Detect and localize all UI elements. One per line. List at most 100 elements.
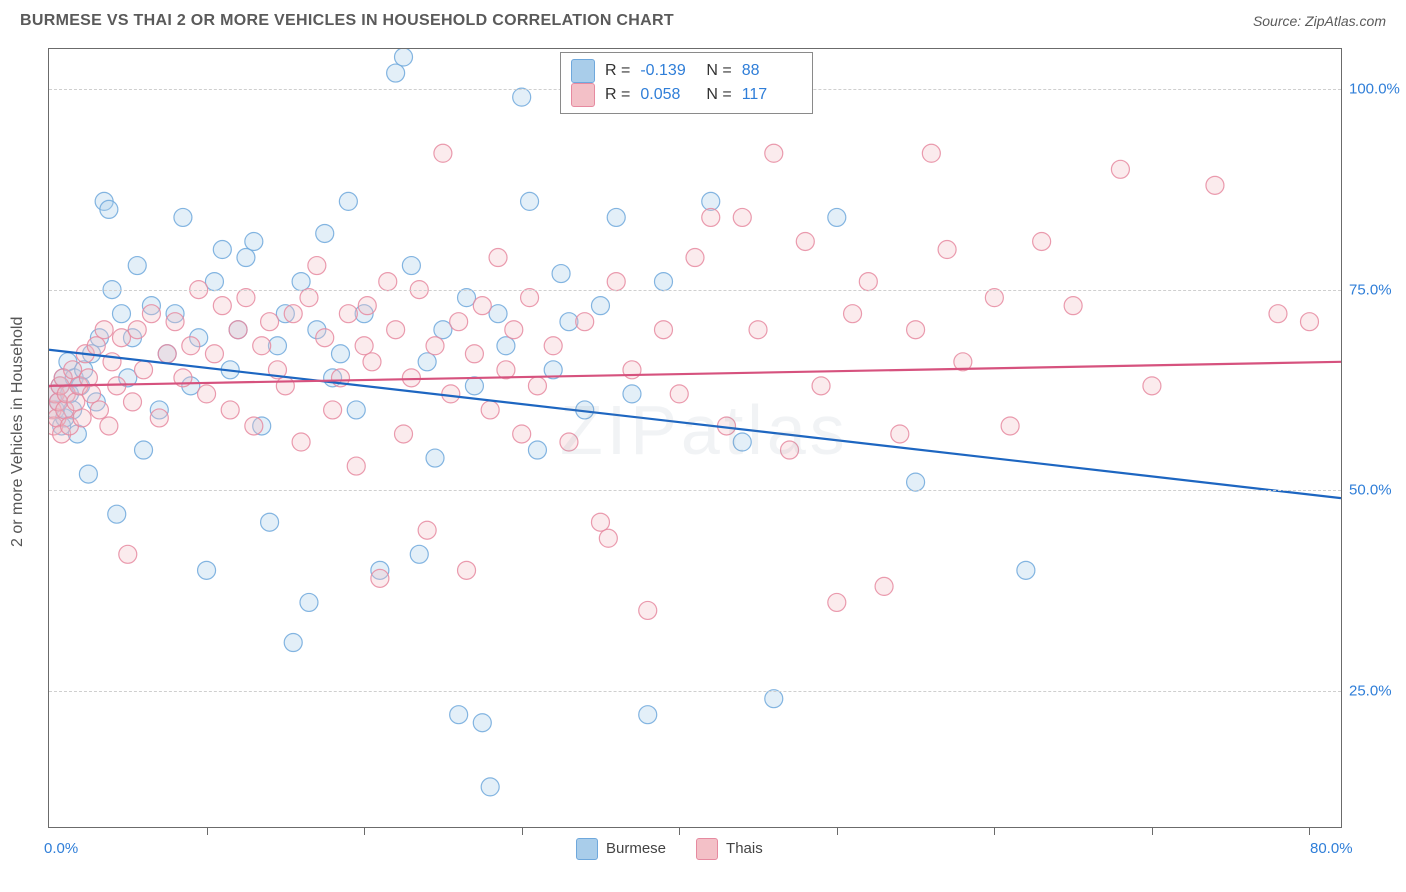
data-point <box>108 505 126 523</box>
scatter-svg <box>49 49 1341 827</box>
data-point <box>654 321 672 339</box>
data-point <box>112 305 130 323</box>
r-label: R = <box>605 59 630 83</box>
data-point <box>1017 561 1035 579</box>
data-point <box>324 401 342 419</box>
series-name: Burmese <box>606 840 666 857</box>
data-point <box>410 545 428 563</box>
data-point <box>702 208 720 226</box>
data-point <box>205 273 223 291</box>
chart-title: BURMESE VS THAI 2 OR MORE VEHICLES IN HO… <box>20 12 674 30</box>
data-point <box>796 232 814 250</box>
data-point <box>174 208 192 226</box>
data-point <box>128 257 146 275</box>
x-tick <box>522 827 523 835</box>
data-point <box>654 273 672 291</box>
data-point <box>402 369 420 387</box>
x-tick <box>364 827 365 835</box>
data-point <box>1143 377 1161 395</box>
data-point <box>891 425 909 443</box>
data-point <box>1064 297 1082 315</box>
data-point <box>371 569 389 587</box>
data-point <box>749 321 767 339</box>
data-point <box>395 425 413 443</box>
data-point <box>1206 176 1224 194</box>
data-point <box>489 249 507 267</box>
data-point <box>128 321 146 339</box>
data-point <box>90 401 108 419</box>
data-point <box>591 513 609 531</box>
y-axis-title: 2 or more Vehicles in Household <box>9 317 27 547</box>
data-point <box>347 457 365 475</box>
data-point <box>781 441 799 459</box>
data-point <box>497 361 515 379</box>
r-value: 0.058 <box>640 83 696 107</box>
data-point <box>607 273 625 291</box>
legend-swatch <box>571 59 595 83</box>
data-point <box>205 345 223 363</box>
y-tick-label: 50.0% <box>1349 482 1406 499</box>
data-point <box>73 409 91 427</box>
data-point <box>221 401 239 419</box>
data-point <box>938 241 956 259</box>
data-point <box>64 361 82 379</box>
series-name: Thais <box>726 840 763 857</box>
data-point <box>308 257 326 275</box>
data-point <box>812 377 830 395</box>
gridline <box>49 290 1341 291</box>
data-point <box>339 192 357 210</box>
data-point <box>402 257 420 275</box>
data-point <box>284 634 302 652</box>
n-label: N = <box>706 59 731 83</box>
data-point <box>505 321 523 339</box>
data-point <box>253 337 271 355</box>
data-point <box>363 353 381 371</box>
data-point <box>1001 417 1019 435</box>
data-point <box>198 561 216 579</box>
data-point <box>237 289 255 307</box>
r-label: R = <box>605 83 630 107</box>
data-point <box>458 561 476 579</box>
data-point <box>67 393 85 411</box>
data-point <box>142 305 160 323</box>
data-point <box>261 313 279 331</box>
data-point <box>395 49 413 66</box>
data-point <box>607 208 625 226</box>
data-point <box>292 273 310 291</box>
data-point <box>442 385 460 403</box>
data-point <box>379 273 397 291</box>
data-point <box>481 401 499 419</box>
data-point <box>434 144 452 162</box>
data-point <box>108 377 126 395</box>
data-point <box>875 577 893 595</box>
data-point <box>100 200 118 218</box>
legend-row: R =0.058N =117 <box>571 83 798 107</box>
data-point <box>135 441 153 459</box>
data-point <box>1269 305 1287 323</box>
legend-row: R =-0.139N =88 <box>571 59 798 83</box>
data-point <box>245 417 263 435</box>
data-point <box>922 144 940 162</box>
data-point <box>355 337 373 355</box>
x-tick <box>837 827 838 835</box>
data-point <box>670 385 688 403</box>
data-point <box>639 706 657 724</box>
data-point <box>1033 232 1051 250</box>
legend-item: Thais <box>696 838 763 860</box>
data-point <box>733 208 751 226</box>
data-point <box>387 321 405 339</box>
x-tick <box>207 827 208 835</box>
x-axis-min-label: 0.0% <box>44 840 78 857</box>
data-point <box>135 361 153 379</box>
data-point <box>276 377 294 395</box>
data-point <box>316 224 334 242</box>
data-point <box>426 337 444 355</box>
data-point <box>1300 313 1318 331</box>
data-point <box>544 337 562 355</box>
legend-swatch <box>576 838 598 860</box>
data-point <box>513 88 531 106</box>
data-point <box>450 313 468 331</box>
data-point <box>331 345 349 363</box>
x-tick <box>679 827 680 835</box>
legend-swatch <box>696 838 718 860</box>
